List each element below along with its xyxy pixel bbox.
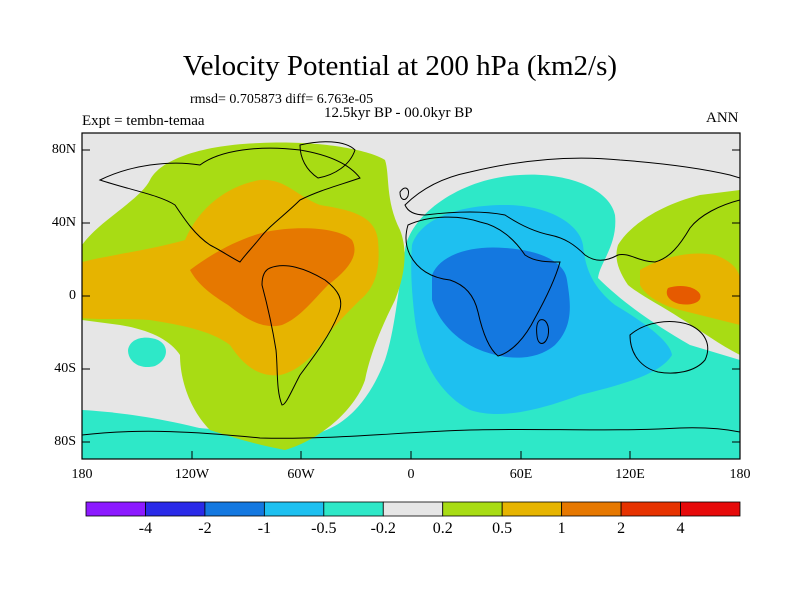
lat-ticks [82, 149, 740, 443]
colorbar-swatch [323, 501, 384, 517]
lon-label-120e: 120E [615, 467, 645, 482]
colorbar-label: -2 [198, 520, 212, 537]
coast-south-america [261, 265, 342, 406]
lat-label-40n: 40N [51, 215, 76, 230]
contour-neg-patch-sw-pacific [128, 337, 166, 368]
lon-label-120w: 120W [174, 467, 210, 482]
contour-pos-strong-wpac [666, 286, 701, 305]
colorbar-swatch [561, 501, 622, 517]
coast-antarctica [82, 427, 740, 439]
stats-line: rmsd= 0.705873 diff= 6.763e-05 [190, 92, 374, 107]
lon-label-0: 0 [407, 467, 415, 482]
colorbar-swatch [442, 501, 503, 517]
experiment-label: Expt = tembn-temaa [82, 113, 205, 129]
coastlines [82, 141, 740, 439]
colorbar-label: -1 [257, 520, 272, 537]
colorbar-swatch [204, 501, 265, 517]
colorbar-label: -0.2 [370, 520, 396, 537]
lat-label-80n: 80N [51, 142, 76, 157]
colorbar-label: 1 [557, 520, 566, 537]
contour-neg-strong [432, 247, 570, 358]
colorbar-swatch [85, 501, 146, 517]
coast-australia [629, 321, 709, 374]
contour-pos-strong [190, 228, 355, 327]
colorbar-label: 0.5 [492, 520, 513, 537]
colorbar-swatch [620, 501, 681, 517]
contour-field [82, 133, 740, 459]
colorbar-label: -4 [138, 520, 153, 537]
lon-label-60e: 60E [509, 467, 533, 482]
coast-eurasia [404, 157, 740, 263]
colorbar-swatch [145, 501, 206, 517]
colorbar-swatch [263, 501, 325, 517]
lat-label-40s: 40S [54, 361, 76, 376]
colorbar-swatch [382, 501, 444, 517]
season-label: ANN [706, 110, 739, 126]
period-label: 12.5kyr BP - 00.0kyr BP [324, 105, 473, 121]
colorbar-label: 4 [676, 520, 685, 537]
coast-uk [399, 187, 409, 200]
contour-neg-patch-s-pacific [82, 410, 240, 440]
colorbar-label: 2 [617, 520, 626, 537]
lat-label-0: 0 [69, 288, 76, 303]
coast-madagascar [536, 319, 549, 344]
colorbar-swatch [501, 501, 563, 517]
lon-label-180e: 180 [729, 467, 751, 482]
colorbar [85, 501, 741, 517]
lon-label-180w: 180 [71, 467, 93, 482]
lat-label-80s: 80S [54, 434, 76, 449]
coast-north-america [98, 147, 361, 263]
colorbar-swatch [680, 501, 741, 517]
lon-label-60w: 60W [287, 467, 315, 482]
coast-greenland [299, 141, 356, 179]
colorbar-label: 0.2 [432, 520, 453, 537]
colorbar-label: -0.5 [311, 520, 337, 537]
lon-ticks [81, 451, 741, 459]
coast-africa [405, 216, 561, 357]
map-title: Velocity Potential at 200 hPa (km2/s) [182, 50, 618, 82]
